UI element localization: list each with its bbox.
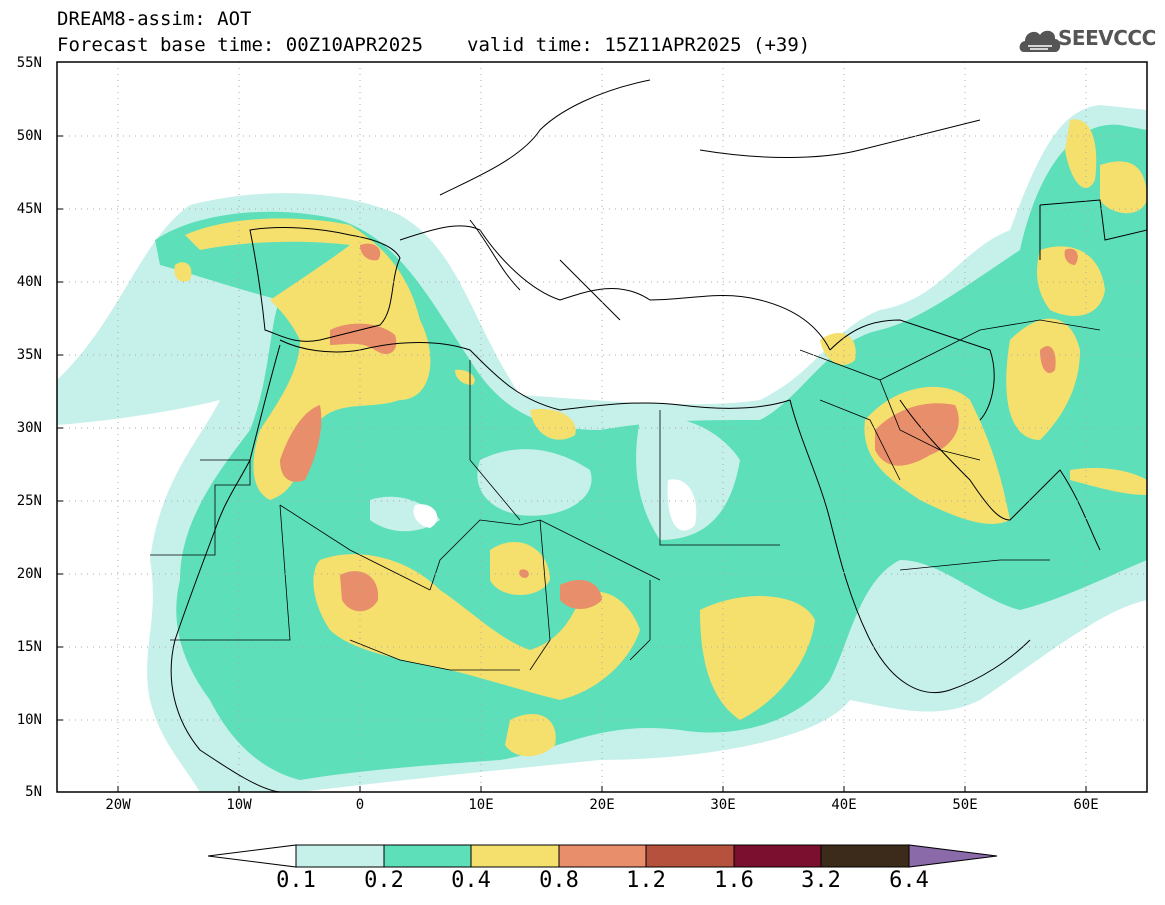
lat-label: 25N <box>16 493 42 509</box>
lat-label: 15N <box>16 639 42 655</box>
title-line1: DREAM8-assim: AOT <box>57 8 252 30</box>
logo-text: SEEVCCC <box>1058 26 1156 50</box>
country-borders <box>150 319 1101 671</box>
lat-label: 30N <box>16 420 42 436</box>
colorbar-label: 3.2 <box>801 868 841 893</box>
forecast-base-time: Forecast base time: 00Z10APR2025 <box>57 34 424 56</box>
colorbar-label: 0.4 <box>451 868 491 893</box>
colorbar-label: 0.8 <box>539 868 579 893</box>
lon-label: 30E <box>710 797 736 813</box>
lon-label: 60E <box>1073 797 1099 813</box>
lon-label: 50E <box>952 797 978 813</box>
title-line2: Forecast base time: 00Z10APR2025 valid ti… <box>57 34 810 56</box>
colorbar-label: 0.2 <box>364 868 404 893</box>
lon-label: 20W <box>105 797 131 813</box>
colorbar-segment-0.4 <box>470 844 560 868</box>
colorbar-segment-0.8 <box>558 844 647 868</box>
cloud-logo-icon <box>1019 30 1061 52</box>
colorbar-label: 1.2 <box>626 868 666 893</box>
lat-label: 35N <box>16 347 42 363</box>
lat-label: 40N <box>16 274 42 290</box>
valid-time: valid time: 15Z11APR2025 (+39) <box>467 34 811 56</box>
colorbar-segment-0.2 <box>383 844 472 868</box>
lon-label: 10E <box>468 797 494 813</box>
lat-label: 5N <box>25 784 42 800</box>
colorbar-label: 6.4 <box>889 868 929 893</box>
colorbar-segment-1.6 <box>733 844 822 868</box>
lon-label: 20E <box>589 797 615 813</box>
aot-contour-0.4 <box>185 218 431 500</box>
lat-label: 10N <box>16 712 42 728</box>
lat-label: 20N <box>16 566 42 582</box>
colorbar <box>207 844 998 868</box>
lat-label: 50N <box>16 128 42 144</box>
lat-label: 55N <box>16 55 42 71</box>
aot-field <box>57 62 1147 792</box>
lon-label: 40E <box>831 797 857 813</box>
colorbar-label: 0.1 <box>276 868 316 893</box>
coastlines <box>170 79 1147 792</box>
aot-contour-0.8 <box>330 323 397 355</box>
colorbar-label: 1.6 <box>714 868 754 893</box>
lon-label: 0 <box>355 797 365 813</box>
colorbar-segment-under <box>207 844 297 868</box>
lon-label: 10W <box>226 797 252 813</box>
colorbar-segment-0.1 <box>295 844 385 868</box>
axis-ticks <box>57 135 1087 792</box>
colorbar-segment-over <box>908 844 998 868</box>
colorbar-segment-3.2 <box>820 844 910 868</box>
colorbar-segment-1.2 <box>645 844 735 868</box>
lat-label: 45N <box>16 201 42 217</box>
